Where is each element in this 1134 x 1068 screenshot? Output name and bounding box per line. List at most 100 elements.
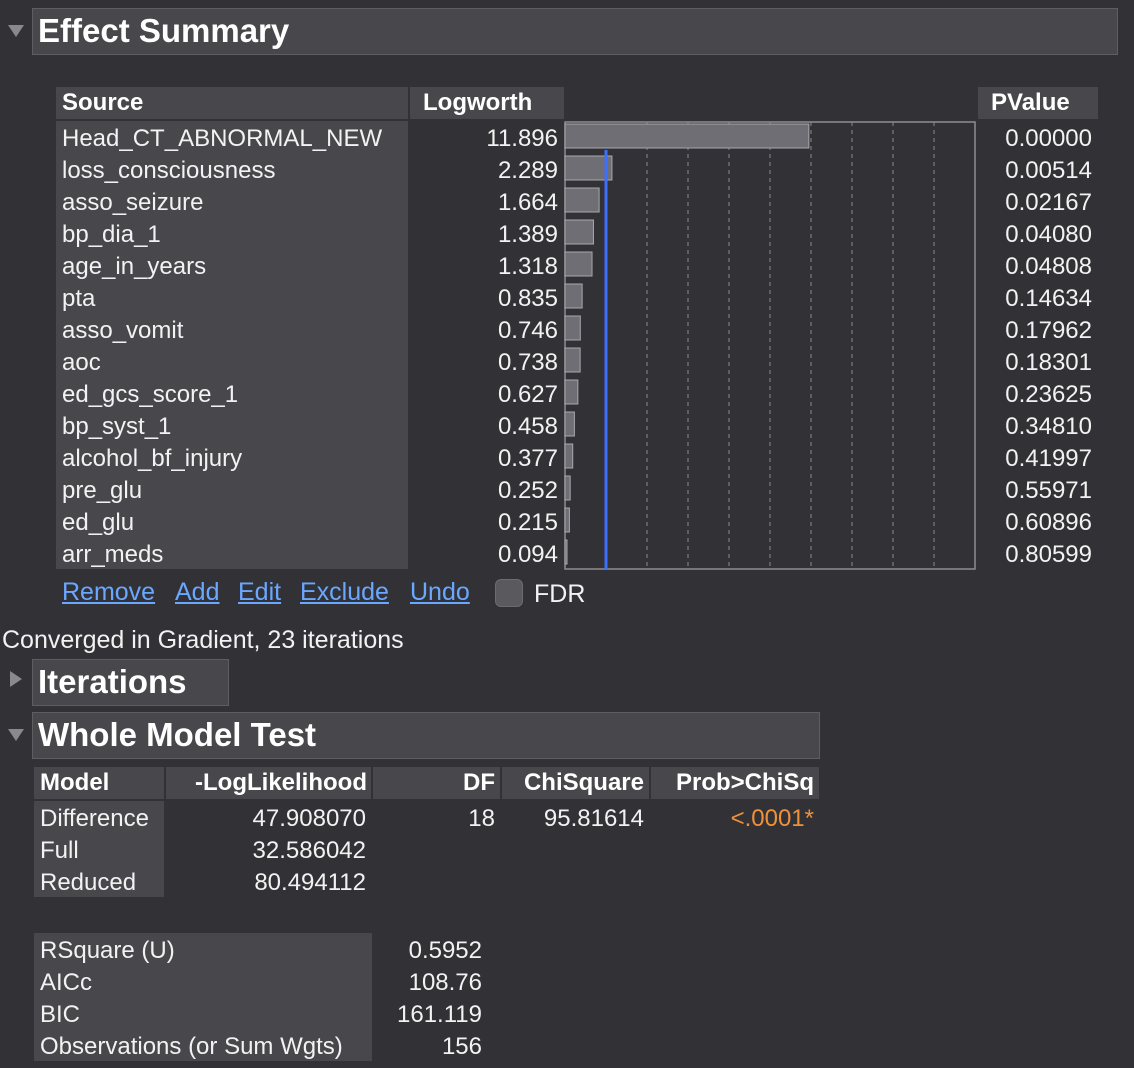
effect-row-source: ed_glu bbox=[62, 509, 135, 536]
effect-row-source: Head_CT_ABNORMAL_NEW bbox=[62, 125, 383, 152]
effect-row-pvalue: 0.55971 bbox=[1005, 477, 1092, 504]
effect-row-logworth: 0.377 bbox=[497, 445, 558, 472]
logworth-bar bbox=[564, 411, 575, 437]
stat-value-aicc: 108.76 bbox=[408, 969, 482, 996]
model-row-label: Full bbox=[40, 837, 79, 864]
effect-row-source: bp_syst_1 bbox=[62, 413, 172, 440]
stat-label-rsquare: RSquare (U) bbox=[40, 937, 175, 964]
source-column-background bbox=[56, 121, 408, 569]
effect-row-source: asso_vomit bbox=[62, 317, 184, 344]
model-row-label: Difference bbox=[40, 805, 149, 832]
effect-row-pvalue: 0.23625 bbox=[1005, 381, 1092, 408]
undo-link[interactable]: Undo bbox=[410, 578, 470, 606]
stat-value-observations: 156 bbox=[441, 1033, 482, 1060]
effect-row-logworth: 11.896 bbox=[486, 125, 558, 152]
model-row-label: Reduced bbox=[40, 869, 137, 896]
logworth-bar bbox=[564, 283, 583, 309]
effect-row-pvalue: 0.60896 bbox=[1005, 509, 1092, 536]
effect-row-logworth: 1.389 bbox=[497, 221, 558, 248]
col-header-pvalue[interactable]: PValue bbox=[978, 87, 1098, 119]
effect-row-pvalue: 0.18301 bbox=[1005, 349, 1092, 376]
effect-row-logworth: 0.215 bbox=[497, 509, 558, 536]
logworth-bar bbox=[564, 539, 568, 565]
effect-row-pvalue: 0.04808 bbox=[1005, 253, 1092, 280]
effect-row-pvalue: 0.41997 bbox=[1005, 445, 1092, 472]
effect-row-source: pta bbox=[62, 285, 96, 312]
logworth-bar bbox=[564, 123, 810, 149]
stat-value-rsquare: 0.5952 bbox=[408, 937, 482, 964]
effect-row-source: arr_meds bbox=[62, 541, 164, 568]
effect-row-source: age_in_years bbox=[62, 253, 207, 280]
col-header-loglikelihood[interactable]: -LogLikelihood bbox=[166, 767, 371, 799]
effect-row-source: alcohol_bf_injury bbox=[62, 445, 243, 472]
whole-model-test-header[interactable]: Whole Model Test bbox=[32, 712, 820, 759]
effect-row-pvalue: 0.00514 bbox=[1005, 157, 1092, 184]
model-row-loglik: 47.908070 bbox=[252, 805, 366, 832]
col-header-chisquare[interactable]: ChiSquare bbox=[502, 767, 649, 799]
collapse-triangle-icon[interactable] bbox=[8, 729, 24, 741]
logworth-bar bbox=[564, 347, 581, 373]
model-row-loglik: 32.586042 bbox=[252, 837, 366, 864]
stat-label-aicc: AICc bbox=[40, 969, 93, 996]
effect-summary-header[interactable]: Effect Summary bbox=[32, 8, 1118, 55]
effect-row-pvalue: 0.14634 bbox=[1005, 285, 1092, 312]
remove-link[interactable]: Remove bbox=[62, 578, 156, 606]
whole-model-test-title: Whole Model Test bbox=[38, 716, 317, 753]
logworth-bar bbox=[564, 507, 570, 533]
effect-row-logworth: 0.094 bbox=[497, 541, 558, 568]
iterations-title: Iterations bbox=[38, 663, 187, 700]
exclude-link[interactable]: Exclude bbox=[300, 578, 389, 606]
add-link[interactable]: Add bbox=[175, 578, 220, 606]
effect-row-source: pre_glu bbox=[62, 477, 143, 504]
stat-label-observations: Observations (or Sum Wgts) bbox=[40, 1033, 343, 1060]
logworth-bar bbox=[564, 187, 600, 213]
effect-row-source: loss_consciousness bbox=[62, 157, 276, 184]
effect-summary-title: Effect Summary bbox=[38, 12, 290, 49]
effect-row-source: bp_dia_1 bbox=[62, 221, 161, 248]
col-header-source[interactable]: Source bbox=[56, 87, 408, 119]
effect-row-pvalue: 0.02167 bbox=[1005, 189, 1092, 216]
logworth-bar-chart bbox=[564, 121, 976, 570]
effect-row-logworth: 0.746 bbox=[497, 317, 558, 344]
logworth-bar bbox=[564, 475, 571, 501]
col-header-model[interactable]: Model bbox=[34, 767, 164, 799]
model-row-df: 18 bbox=[468, 805, 495, 832]
effect-row-pvalue: 0.00000 bbox=[1005, 125, 1092, 152]
effect-row-source: asso_seizure bbox=[62, 189, 204, 216]
stats-label-background bbox=[34, 933, 372, 1061]
effect-row-logworth: 0.627 bbox=[497, 381, 558, 408]
stat-value-bic: 161.119 bbox=[397, 1001, 482, 1028]
logworth-bar bbox=[564, 443, 574, 469]
model-row-chisq: 95.81614 bbox=[543, 805, 644, 832]
effect-row-pvalue: 0.04080 bbox=[1005, 221, 1092, 248]
expand-triangle-icon[interactable] bbox=[10, 671, 22, 687]
col-header-df[interactable]: DF bbox=[373, 767, 500, 799]
logworth-bar bbox=[564, 251, 593, 277]
logworth-bar bbox=[564, 315, 581, 341]
fdr-checkbox[interactable] bbox=[495, 579, 523, 607]
convergence-status: Converged in Gradient, 23 iterations bbox=[2, 626, 404, 654]
effect-row-logworth: 0.738 bbox=[497, 349, 558, 376]
fdr-label: FDR bbox=[534, 580, 586, 608]
effect-row-logworth: 0.835 bbox=[497, 285, 558, 312]
model-row-prob: <.0001* bbox=[730, 805, 814, 832]
logworth-bar bbox=[564, 155, 613, 181]
effect-row-pvalue: 0.80599 bbox=[1005, 541, 1092, 568]
effect-row-logworth: 2.289 bbox=[497, 157, 558, 184]
model-row-loglik: 80.494112 bbox=[254, 869, 366, 896]
model-column-background bbox=[34, 801, 164, 897]
effect-row-pvalue: 0.34810 bbox=[1005, 413, 1092, 440]
edit-link[interactable]: Edit bbox=[238, 578, 282, 606]
iterations-header[interactable]: Iterations bbox=[32, 659, 229, 706]
effect-row-logworth: 0.252 bbox=[497, 477, 558, 504]
col-header-prob-chisq[interactable]: Prob>ChiSq bbox=[651, 767, 819, 799]
collapse-triangle-icon[interactable] bbox=[8, 25, 24, 37]
logworth-bar bbox=[564, 379, 579, 405]
stat-label-bic: BIC bbox=[40, 1001, 81, 1028]
effect-row-logworth: 1.664 bbox=[497, 189, 558, 216]
effect-row-source: aoc bbox=[62, 349, 101, 376]
effect-row-logworth: 1.318 bbox=[497, 253, 558, 280]
logworth-bar bbox=[564, 219, 594, 245]
effect-row-source: ed_gcs_score_1 bbox=[62, 381, 239, 408]
col-header-logworth[interactable]: Logworth bbox=[410, 87, 564, 119]
